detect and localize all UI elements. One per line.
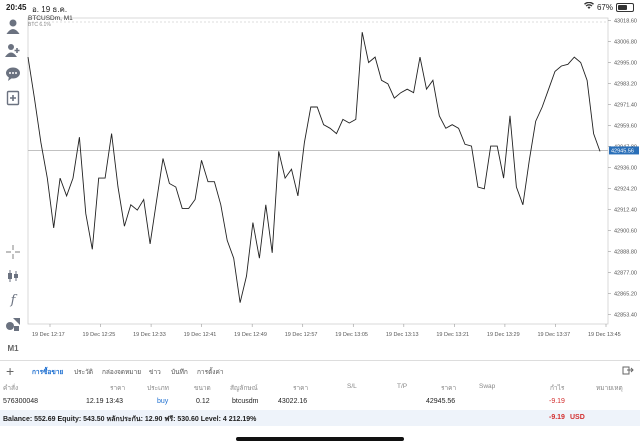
col-price: ราคา — [110, 385, 126, 392]
y-tick-labels: 43018.60 43006.80 42995.00 42983.20 42971.40… — [608, 18, 637, 318]
tab-history[interactable]: ประวัติ — [74, 369, 93, 376]
total-profit: -9.19 — [549, 414, 565, 421]
tab-settings[interactable]: การตั้งค่า — [197, 369, 224, 376]
y-tick-label: 42900.60 — [614, 228, 637, 234]
timeframe-button[interactable]: M1 — [7, 343, 19, 353]
position-row[interactable]: 576300048 12.19 13:43 buy 0.12 btcusdm 4… — [0, 395, 640, 409]
x-tick-label: 19 Dec 12:17 — [32, 332, 65, 338]
x-tick-labels: 19 Dec 12:17 19 Dec 12:25 19 Dec 12:33 19 D… — [32, 324, 621, 338]
col-order: คำสั่ง — [3, 385, 19, 392]
profit-currency: USD — [570, 414, 585, 421]
battery-icon — [616, 2, 634, 12]
position-type: buy — [157, 398, 169, 405]
x-tick-label: 19 Dec 13:45 — [588, 332, 621, 338]
status-right: 67% — [583, 1, 634, 12]
tab-trade[interactable]: การซื้อขาย — [32, 369, 64, 376]
x-tick-label: 19 Dec 13:05 — [335, 332, 368, 338]
plot-border — [27, 17, 609, 325]
y-tick-label: 42924.20 — [614, 186, 637, 192]
tab-news[interactable]: ข่าว — [149, 369, 161, 376]
x-tick-label: 19 Dec 12:25 — [83, 332, 116, 338]
x-tick-label: 19 Dec 13:29 — [487, 332, 520, 338]
y-tick-label: 42936.00 — [614, 165, 637, 171]
y-tick-label: 42865.20 — [614, 291, 637, 297]
tab-mailbox[interactable]: กล่องจดหมาย — [102, 369, 142, 376]
col-swap: Swap — [479, 383, 496, 390]
col-price3: ราคา — [441, 385, 457, 392]
y-tick-label: 42971.40 — [614, 102, 637, 108]
status-bar: 20:45 อ. 19 ธ.ค. 67% — [0, 0, 640, 14]
y-tick-label: 42877.00 — [614, 270, 637, 276]
balance-text: Balance: 552.69 Equity: 543.50 หลักประกั… — [3, 416, 257, 423]
function-icon[interactable]: f — [10, 292, 16, 308]
price-series-line — [27, 32, 601, 303]
y-tick-label: 42912.40 — [614, 207, 637, 213]
chart-symbol-label: BTCUSDm, M1 — [28, 15, 73, 22]
x-tick-label: 19 Dec 12:49 — [234, 332, 267, 338]
col-tp: T/P — [397, 383, 408, 390]
y-tick-label: 42853.40 — [614, 312, 637, 318]
position-order: 576300048 — [3, 398, 39, 405]
battery-percent: 67% — [596, 2, 613, 12]
positions-header: คำสั่ง ราคา ประเภท ขนาด สัญลักษณ์ ราคา S… — [0, 380, 640, 394]
y-tick-label: 43018.60 — [614, 18, 637, 24]
y-tick-label: 42959.60 — [614, 123, 637, 129]
export-icon[interactable] — [622, 365, 634, 375]
chart-axes — [27, 17, 609, 325]
chart-canvas: 43018.60 43006.80 42995.00 42983.20 42971.40… — [27, 17, 639, 338]
col-price2: ราคา — [293, 385, 309, 392]
position-open-price: 43022.16 — [278, 398, 308, 405]
y-tick-label: 42888.80 — [614, 249, 637, 255]
terminal-tabs: + การซื้อขาย ประวัติ กล่องจดหมาย ข่าว บั… — [0, 360, 640, 381]
y-tick-label: 43006.80 — [614, 39, 637, 45]
col-volume: ขนาด — [194, 385, 211, 392]
home-indicator — [236, 437, 404, 441]
col-comment: หมายเหตุ — [596, 385, 623, 392]
x-tick-label: 19 Dec 12:41 — [184, 332, 217, 338]
x-tick-label: 19 Dec 12:57 — [285, 332, 318, 338]
chart-sub-label: BTC 6.1% — [28, 22, 51, 28]
position-time: 12.19 13:43 — [86, 398, 123, 405]
x-tick-label: 19 Dec 13:37 — [537, 332, 570, 338]
position-volume: 0.12 — [196, 398, 210, 405]
bid-tag-label: 42945.56 — [611, 148, 634, 154]
price-chart[interactable]: 43018.60 43006.80 42995.00 42983.20 42971.40… — [26, 14, 640, 360]
col-type: ประเภท — [147, 385, 169, 392]
balance-bar: Balance: 552.69 Equity: 543.50 หลักประกั… — [0, 410, 640, 426]
bid-price-tag: 42945.56 — [609, 146, 639, 155]
profile-icon[interactable] — [3, 16, 23, 36]
status-time: 20:45 — [6, 3, 27, 12]
y-tick-label: 42995.00 — [614, 60, 637, 66]
x-tick-label: 19 Dec 13:13 — [386, 332, 419, 338]
col-symbol: สัญลักษณ์ — [230, 385, 258, 392]
candles-icon[interactable] — [3, 266, 23, 286]
wifi-icon — [583, 1, 594, 12]
col-profit: กำไร — [550, 385, 565, 392]
position-symbol: btcusdm — [232, 398, 259, 405]
tab-journal[interactable]: บันทึก — [171, 369, 188, 376]
add-icon[interactable]: + — [6, 363, 15, 379]
accounts-icon[interactable] — [3, 40, 23, 60]
chat-icon[interactable] — [3, 64, 23, 84]
position-current-price: 42945.56 — [426, 398, 456, 405]
bid-tag-box — [609, 146, 639, 155]
x-tick-label: 19 Dec 12:33 — [133, 332, 166, 338]
y-tick-label: 42983.20 — [614, 81, 637, 87]
x-tick-label: 19 Dec 13:21 — [436, 332, 469, 338]
status-date: อ. 19 ธ.ค. — [32, 5, 68, 14]
position-profit: -9.19 — [549, 398, 565, 405]
crosshair-icon[interactable] — [3, 242, 23, 262]
left-toolbar: f M1 — [0, 14, 26, 360]
objects-icon[interactable] — [3, 314, 23, 334]
col-sl: S/L — [347, 383, 357, 390]
new-order-icon[interactable] — [3, 88, 23, 108]
